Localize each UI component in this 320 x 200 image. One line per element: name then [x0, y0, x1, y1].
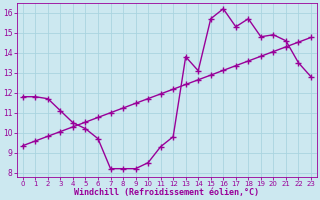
X-axis label: Windchill (Refroidissement éolien,°C): Windchill (Refroidissement éolien,°C) — [74, 188, 260, 197]
